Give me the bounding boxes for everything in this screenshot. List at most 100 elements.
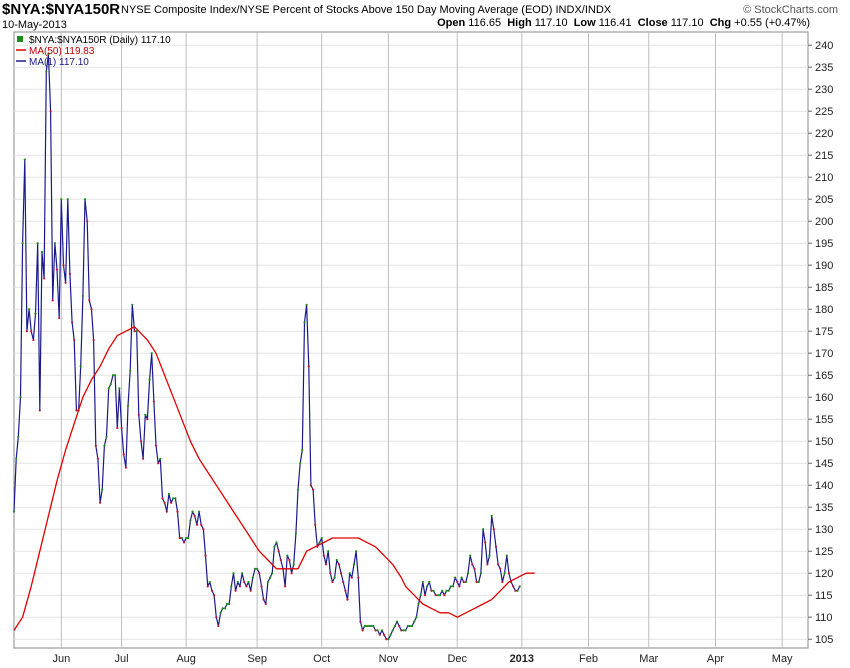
data-point bbox=[62, 264, 65, 267]
data-point bbox=[305, 303, 308, 306]
data-point bbox=[395, 620, 399, 623]
data-point bbox=[413, 620, 416, 623]
y-tick-label: 160 bbox=[815, 392, 833, 404]
data-point bbox=[376, 629, 379, 632]
data-point bbox=[475, 580, 478, 584]
data-point bbox=[60, 198, 63, 201]
y-tick-label: 180 bbox=[815, 304, 833, 316]
data-point bbox=[172, 497, 175, 500]
data-point bbox=[51, 299, 54, 302]
data-point bbox=[514, 589, 517, 592]
data-point bbox=[367, 624, 371, 628]
data-point bbox=[193, 514, 196, 518]
data-point bbox=[182, 541, 186, 544]
data-point bbox=[53, 242, 57, 245]
data-point bbox=[335, 558, 338, 562]
data-point bbox=[363, 624, 366, 628]
data-point bbox=[301, 448, 304, 452]
data-point bbox=[142, 457, 145, 460]
data-point bbox=[355, 550, 358, 553]
x-tick-label: Jul bbox=[115, 653, 129, 665]
data-point bbox=[206, 585, 209, 588]
data-point bbox=[284, 585, 287, 588]
high-value: 117.10 bbox=[534, 17, 568, 29]
data-point bbox=[419, 594, 422, 597]
data-point bbox=[327, 550, 330, 553]
x-tick-label: Feb bbox=[579, 653, 598, 665]
data-point bbox=[344, 589, 347, 592]
close-label: Close bbox=[637, 17, 668, 29]
low-value: 116.41 bbox=[598, 17, 632, 29]
y-tick-label: 225 bbox=[815, 106, 833, 118]
data-point bbox=[238, 585, 241, 588]
data-point bbox=[198, 510, 201, 513]
data-point bbox=[473, 567, 476, 570]
y-tick-label: 115 bbox=[815, 590, 833, 602]
data-point bbox=[260, 585, 263, 588]
data-point bbox=[256, 567, 259, 570]
data-point bbox=[426, 585, 429, 588]
data-point bbox=[94, 444, 97, 447]
data-point bbox=[129, 369, 132, 372]
data-point bbox=[12, 510, 16, 513]
data-point bbox=[346, 598, 349, 601]
data-point bbox=[195, 523, 198, 526]
data-point bbox=[391, 629, 394, 632]
data-point bbox=[499, 567, 502, 570]
data-point bbox=[64, 281, 67, 284]
data-point bbox=[81, 294, 84, 298]
data-point bbox=[232, 572, 235, 575]
data-point bbox=[490, 514, 493, 518]
data-point bbox=[152, 400, 155, 403]
data-point bbox=[458, 585, 461, 588]
data-point bbox=[34, 312, 37, 315]
data-point bbox=[333, 576, 336, 579]
data-point bbox=[378, 633, 381, 636]
data-point bbox=[266, 580, 269, 584]
low-label: Low bbox=[573, 17, 596, 29]
data-point bbox=[230, 585, 233, 588]
data-point bbox=[471, 563, 474, 566]
data-point bbox=[406, 624, 409, 628]
open-value: 116.65 bbox=[468, 17, 502, 29]
data-point bbox=[204, 554, 207, 557]
data-point bbox=[32, 338, 35, 342]
data-point bbox=[66, 198, 69, 201]
data-point bbox=[36, 242, 39, 245]
data-point bbox=[107, 387, 110, 390]
data-point bbox=[236, 580, 239, 584]
data-point bbox=[469, 554, 472, 557]
data-point bbox=[492, 528, 495, 531]
chart-date: 10-May-2013 bbox=[2, 19, 67, 31]
data-point bbox=[105, 435, 108, 438]
data-point bbox=[178, 536, 181, 540]
y-tick-label: 130 bbox=[815, 524, 833, 536]
data-point bbox=[271, 572, 274, 575]
data-point bbox=[174, 497, 177, 500]
data-point bbox=[90, 308, 93, 311]
x-tick-label: Mar bbox=[639, 653, 658, 665]
data-point bbox=[144, 413, 147, 416]
x-tick-label: 2013 bbox=[510, 653, 534, 665]
data-point bbox=[103, 444, 106, 447]
chg-label: Chg bbox=[709, 17, 732, 29]
data-point bbox=[432, 589, 435, 592]
data-point bbox=[482, 528, 485, 531]
data-point bbox=[180, 536, 183, 540]
y-tick-label: 105 bbox=[815, 634, 833, 646]
data-point bbox=[290, 572, 293, 575]
data-point bbox=[116, 426, 119, 430]
data-point bbox=[202, 528, 205, 531]
y-tick-label: 165 bbox=[815, 370, 833, 382]
data-point bbox=[337, 563, 340, 566]
y-tick-label: 135 bbox=[815, 502, 833, 514]
data-point bbox=[324, 563, 328, 566]
data-point bbox=[484, 541, 487, 544]
data-point bbox=[165, 510, 168, 513]
data-point bbox=[49, 110, 52, 113]
legend-label: MA(50) 119.83 bbox=[29, 46, 95, 57]
legend-label: $NYA:$NYA150R (Daily) 117.10 bbox=[29, 35, 171, 46]
data-point bbox=[507, 572, 510, 575]
data-point bbox=[400, 629, 403, 632]
